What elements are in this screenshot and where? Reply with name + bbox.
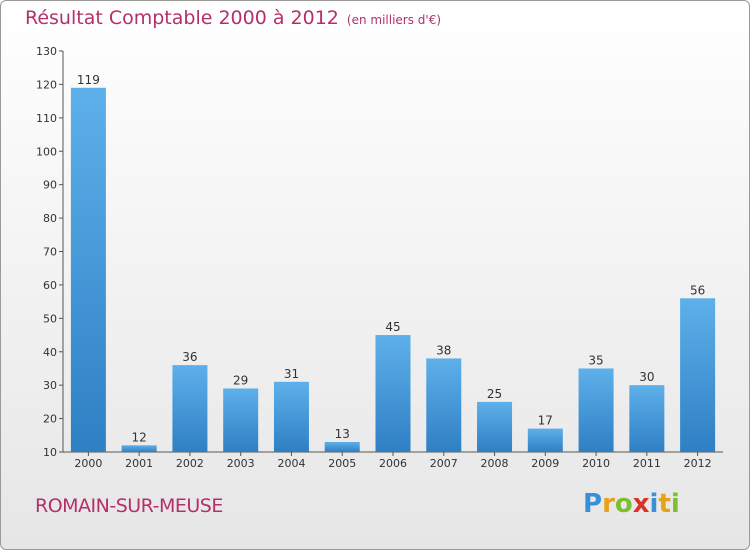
bar: [375, 335, 411, 452]
y-tick-label: 30: [43, 379, 57, 392]
bar-value-label: 38: [436, 343, 451, 357]
logo-letter: i: [649, 489, 659, 519]
y-tick-label: 20: [43, 413, 57, 426]
y-tick-label: 50: [43, 312, 57, 325]
bar: [324, 441, 360, 452]
x-tick-label: 2011: [633, 457, 661, 470]
x-tick-label: 2000: [74, 457, 102, 470]
x-tick-label: 2009: [531, 457, 559, 470]
bar-value-label: 29: [233, 374, 248, 388]
x-tick-label: 2002: [176, 457, 204, 470]
y-tick-label: 130: [36, 45, 57, 58]
logo-letter: i: [670, 489, 680, 519]
bar-value-label: 35: [588, 353, 603, 367]
x-tick-label: 2012: [684, 457, 712, 470]
bar-value-label: 45: [385, 320, 400, 334]
y-tick-label: 90: [43, 179, 57, 192]
logo-letter: r: [602, 489, 615, 519]
bar-value-label: 119: [77, 73, 100, 87]
y-tick-label: 10: [43, 446, 57, 459]
x-tick-label: 2006: [379, 457, 407, 470]
bar: [680, 298, 716, 452]
chart-title: Résultat Comptable 2000 à 2012 (en millie…: [25, 7, 441, 29]
x-tick-label: 2008: [481, 457, 509, 470]
bar: [223, 388, 259, 452]
x-tick-label: 2003: [227, 457, 255, 470]
logo-letter: t: [658, 489, 671, 519]
chart-title-text: Résultat Comptable 2000 à 2012: [25, 7, 339, 29]
bar-value-label: 12: [132, 430, 147, 444]
y-tick-label: 40: [43, 346, 57, 359]
y-tick-label: 110: [36, 112, 57, 125]
x-tick-label: 2010: [582, 457, 610, 470]
bar: [477, 401, 513, 452]
bar: [70, 87, 106, 452]
y-tick-label: 80: [43, 212, 57, 225]
proxiti-logo: Proxiti: [583, 489, 680, 519]
y-tick-label: 70: [43, 246, 57, 259]
logo-letter: x: [632, 489, 650, 519]
bar: [578, 368, 614, 452]
bar-value-label: 17: [538, 414, 553, 428]
bar-value-label: 25: [487, 387, 502, 401]
logo-letter: o: [614, 489, 633, 519]
commune-name: ROMAIN-SUR-MEUSE: [35, 495, 223, 517]
bar-value-label: 56: [690, 283, 705, 297]
bar-value-label: 36: [182, 350, 197, 364]
bar-value-label: 31: [284, 367, 299, 381]
bar-value-label: 30: [639, 370, 654, 384]
x-tick-label: 2004: [277, 457, 305, 470]
bar: [527, 428, 563, 452]
chart-subtitle: (en milliers d'€): [346, 13, 442, 27]
bar-value-label: 13: [335, 427, 350, 441]
bar: [629, 385, 665, 452]
bar: [121, 445, 157, 452]
logo-letter: P: [583, 489, 603, 519]
y-tick-label: 60: [43, 279, 57, 292]
y-tick-label: 100: [36, 145, 57, 158]
y-tick-label: 120: [36, 78, 57, 91]
bar: [172, 365, 208, 452]
bar: [426, 358, 462, 452]
bar: [273, 381, 309, 452]
x-tick-label: 2005: [328, 457, 356, 470]
x-tick-label: 2001: [125, 457, 153, 470]
x-tick-label: 2007: [430, 457, 458, 470]
